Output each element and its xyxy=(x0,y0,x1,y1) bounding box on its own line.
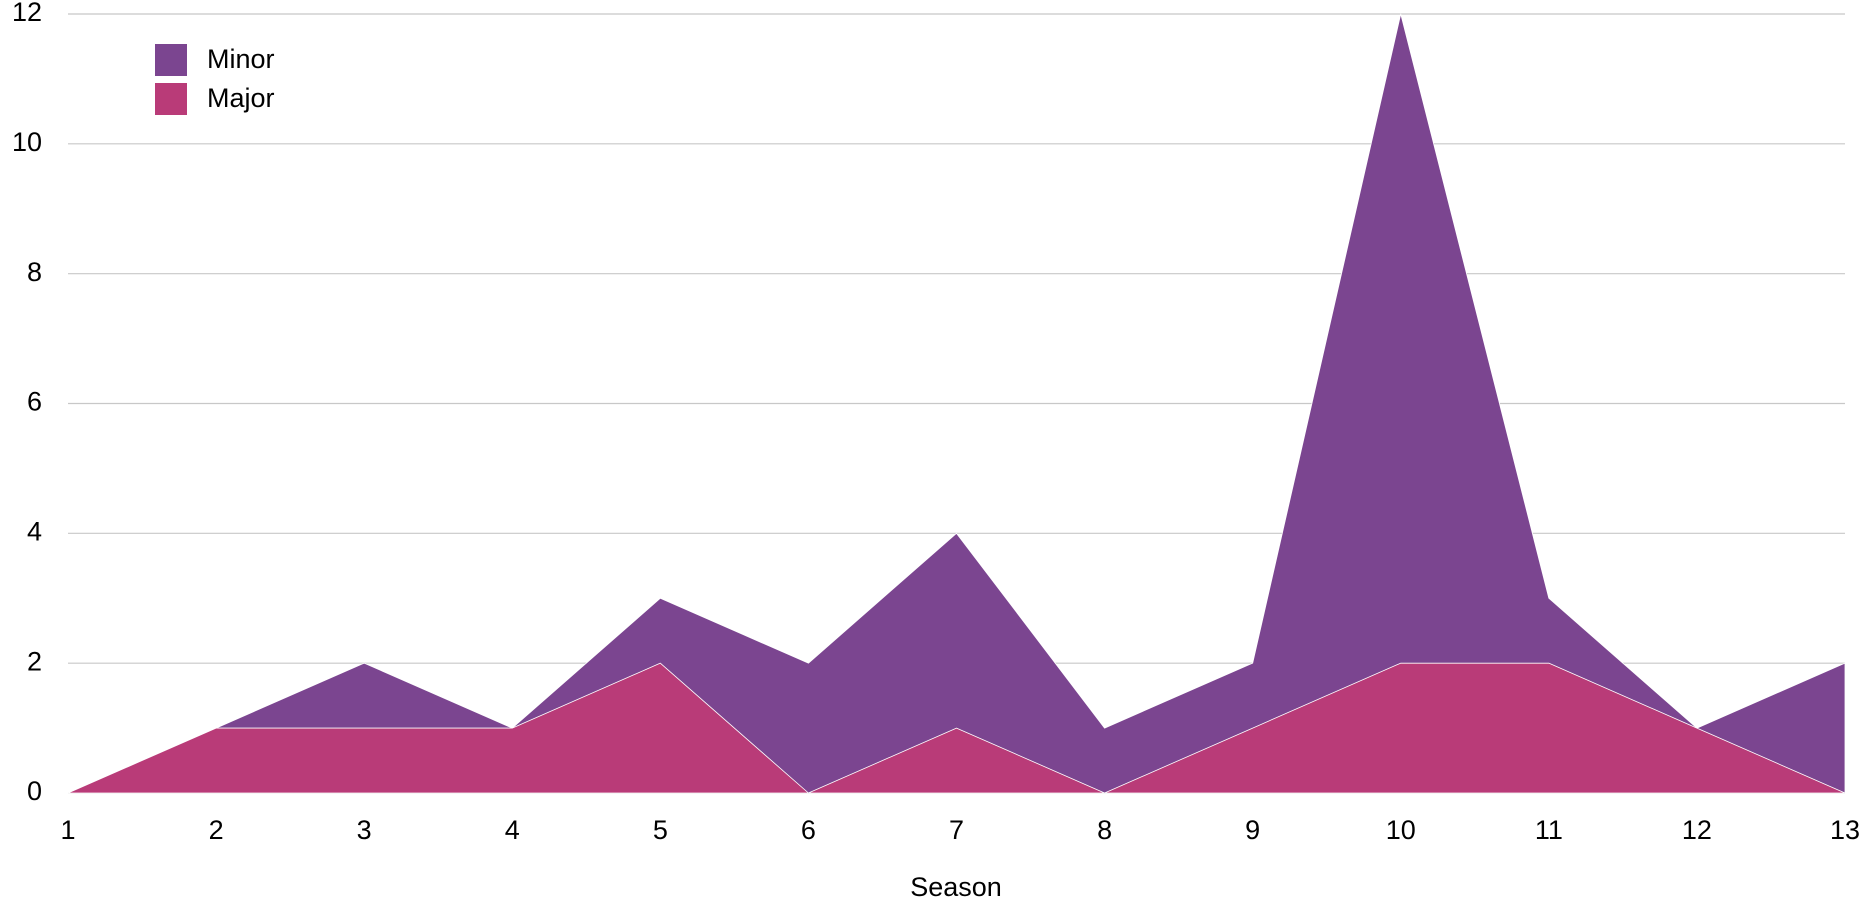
x-tick-label: 1 xyxy=(60,815,75,845)
y-tick-label: 6 xyxy=(27,387,42,417)
y-tick-label: 2 xyxy=(27,646,42,676)
x-tick-label: 8 xyxy=(1097,815,1112,845)
area xyxy=(67,13,1846,794)
x-tick-label: 2 xyxy=(209,815,224,845)
x-tick-label: 4 xyxy=(505,815,520,845)
y-tick-label: 8 xyxy=(27,257,42,287)
x-tick-label: 5 xyxy=(653,815,668,845)
x-tick-label: 9 xyxy=(1245,815,1260,845)
x-tick-label: 3 xyxy=(357,815,372,845)
y-tick-label: 4 xyxy=(27,516,42,546)
x-axis-label: Season xyxy=(910,872,1002,902)
x-tick-label: 12 xyxy=(1682,815,1712,845)
x-tick-label: 11 xyxy=(1535,815,1563,845)
x-tick-label: 6 xyxy=(801,815,816,845)
legend-label: Major xyxy=(207,83,275,113)
legend-label: Minor xyxy=(207,44,275,74)
x-tick-label: 7 xyxy=(949,815,964,845)
y-tick-label: 0 xyxy=(27,776,42,806)
x-tick-label: 10 xyxy=(1386,815,1416,845)
area xyxy=(67,662,1846,794)
x-tick-label: 13 xyxy=(1830,815,1860,845)
legend-swatch xyxy=(155,44,187,76)
legend-swatch xyxy=(155,83,187,115)
y-tick-label: 12 xyxy=(12,0,42,27)
y-tick-label: 10 xyxy=(12,127,42,157)
